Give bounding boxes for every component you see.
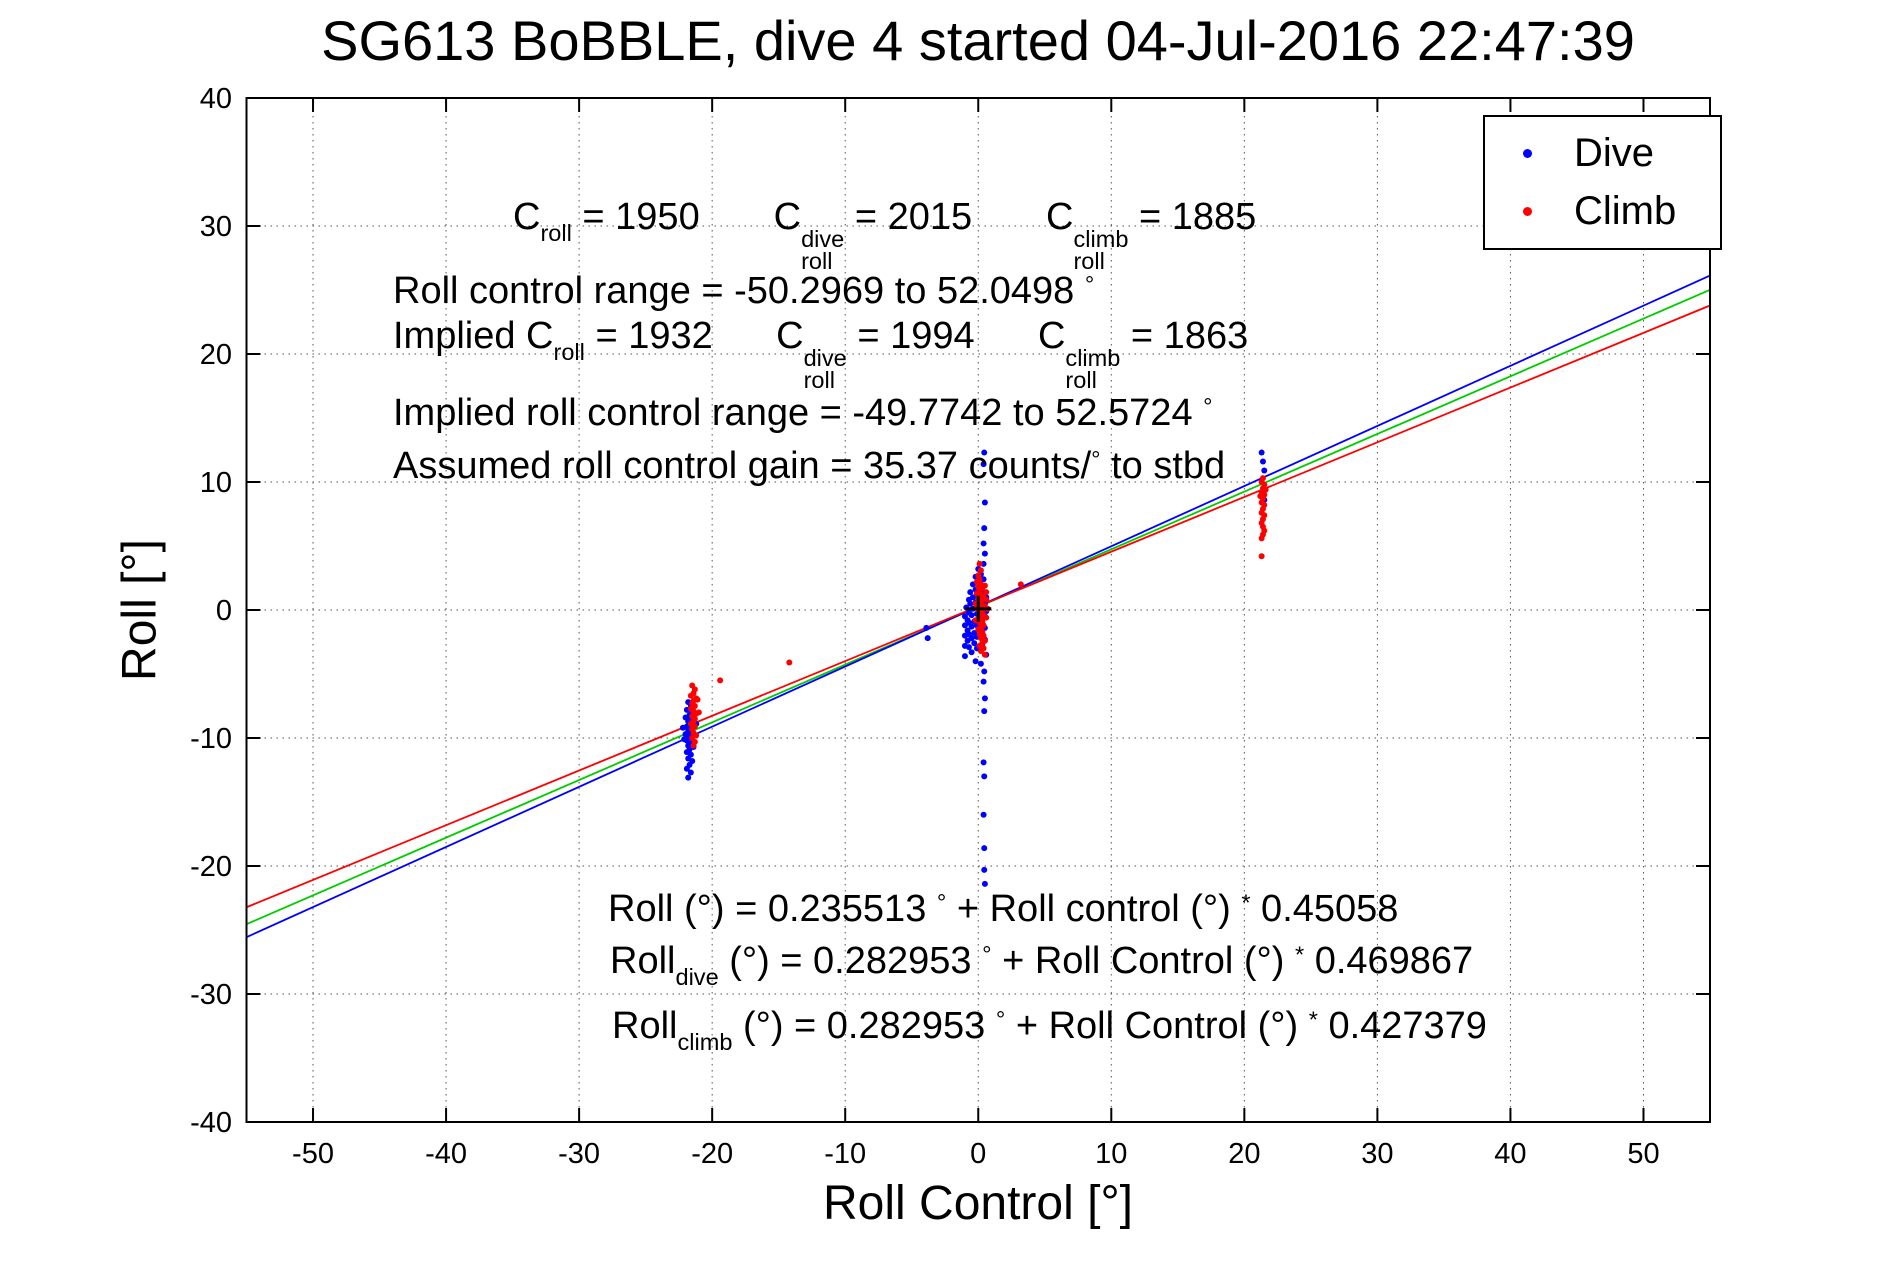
- dive-point: [981, 845, 988, 852]
- dive-point: [971, 640, 978, 647]
- dive-point: [981, 550, 988, 557]
- legend-entry-dive: Dive: [1485, 131, 1720, 176]
- dive-point: [924, 635, 931, 642]
- legend-box: Dive Climb: [1483, 115, 1722, 250]
- dive-point: [967, 589, 974, 596]
- climb-point: [1258, 553, 1265, 560]
- dive-point: [683, 765, 690, 772]
- dive-point: [1261, 467, 1268, 474]
- y-tick-label: 10: [200, 467, 232, 499]
- x-tick-label: 30: [1361, 1138, 1393, 1170]
- y-tick-label: -40: [190, 1107, 232, 1139]
- annotation-fit-climb: Rollclimb (°) = 0.282953 ° + Roll Contro…: [612, 1005, 1487, 1055]
- dive-point: [981, 449, 988, 456]
- dive-point: [981, 668, 988, 675]
- dive-point: [980, 811, 987, 818]
- x-tick-label: -30: [558, 1138, 600, 1170]
- annotation-fit-dive: Rolldive (°) = 0.282953 ° + Roll Control…: [610, 940, 1474, 990]
- x-tick-label: 10: [1095, 1138, 1127, 1170]
- legend-label: Dive: [1574, 130, 1655, 175]
- climb-point: [976, 560, 983, 567]
- dive-point: [1258, 449, 1265, 456]
- y-tick-label: 0: [216, 595, 232, 627]
- dive-point: [967, 600, 974, 607]
- y-tick-label: 40: [200, 83, 232, 115]
- dive-point: [968, 623, 975, 630]
- climb-point: [1017, 581, 1024, 588]
- annotation-fit-all: Roll (°) = 0.235513 ° + Roll control (°)…: [608, 888, 1399, 930]
- climb-point: [981, 582, 988, 589]
- annotation-assumed-gain: Assumed roll control gain = 35.37 counts…: [393, 445, 1226, 487]
- climb-point: [1262, 486, 1269, 493]
- climb-point: [1257, 493, 1264, 500]
- y-tick-label: -30: [190, 979, 232, 1011]
- dive-point: [961, 653, 968, 660]
- climb-point: [983, 589, 990, 596]
- dive-point: [981, 695, 988, 702]
- climb-point: [981, 651, 988, 658]
- dive-point: [981, 525, 988, 532]
- climb-point: [1258, 535, 1265, 542]
- climb-point: [690, 742, 697, 749]
- y-tick-label: -20: [190, 851, 232, 883]
- x-tick-label: -50: [292, 1138, 334, 1170]
- climb-point: [695, 709, 702, 716]
- dive-point: [681, 736, 688, 743]
- x-tick-label: 0: [970, 1138, 986, 1170]
- annotation-roll-control-range: Roll control range = -50.2969 to 52.0498…: [393, 270, 1095, 312]
- dive-point: [981, 773, 988, 780]
- climb-point: [717, 677, 724, 684]
- dive-point: [980, 461, 987, 468]
- dive-point: [679, 724, 686, 731]
- climb-point: [983, 596, 990, 603]
- x-tick-label: 20: [1228, 1138, 1260, 1170]
- x-tick-label: -20: [691, 1138, 733, 1170]
- dive-point: [968, 649, 975, 656]
- dive-point: [969, 594, 976, 601]
- dive-point: [981, 499, 988, 506]
- dive-point: [981, 708, 988, 715]
- dive-marker-icon: [1523, 148, 1532, 158]
- dive-point: [980, 759, 987, 766]
- legend-label: Climb: [1574, 189, 1677, 234]
- dive-point: [965, 644, 972, 651]
- climb-point: [983, 614, 990, 621]
- x-axis-label: Roll Control [°]: [823, 1177, 1133, 1230]
- climb-point: [694, 696, 701, 703]
- y-axis-label: Roll [°]: [113, 539, 167, 681]
- dive-point: [981, 866, 988, 873]
- x-tick-label: -40: [425, 1138, 467, 1170]
- dive-point: [1259, 458, 1266, 465]
- dive-point: [685, 774, 692, 781]
- dive-point: [980, 540, 987, 547]
- climb-point: [977, 647, 984, 654]
- climb-point: [786, 659, 793, 666]
- climb-marker-icon: [1523, 207, 1532, 217]
- dive-point: [972, 658, 979, 665]
- dive-point: [977, 660, 984, 667]
- y-tick-label: -10: [190, 723, 232, 755]
- y-tick-label: 20: [200, 339, 232, 371]
- y-tick-label: 30: [200, 211, 232, 243]
- annotation-implied-roll-control-range: Implied roll control range = -49.7742 to…: [393, 392, 1213, 434]
- x-tick-label: 50: [1627, 1138, 1659, 1170]
- climb-point: [687, 692, 694, 699]
- dive-point: [968, 612, 975, 619]
- climb-point: [977, 567, 984, 574]
- plot-border: [245, 97, 1711, 1123]
- dive-point: [980, 678, 987, 685]
- dive-point: [687, 769, 694, 776]
- legend-entry-climb: Climb: [1485, 189, 1720, 234]
- dive-point: [923, 624, 930, 631]
- x-tick-label: 40: [1494, 1138, 1526, 1170]
- dive-point: [981, 880, 988, 887]
- dive-point: [968, 635, 975, 642]
- x-tick-label: -10: [824, 1138, 866, 1170]
- chart-title: SG613 BoBBLE, dive 4 started 04-Jul-2016…: [321, 9, 1635, 72]
